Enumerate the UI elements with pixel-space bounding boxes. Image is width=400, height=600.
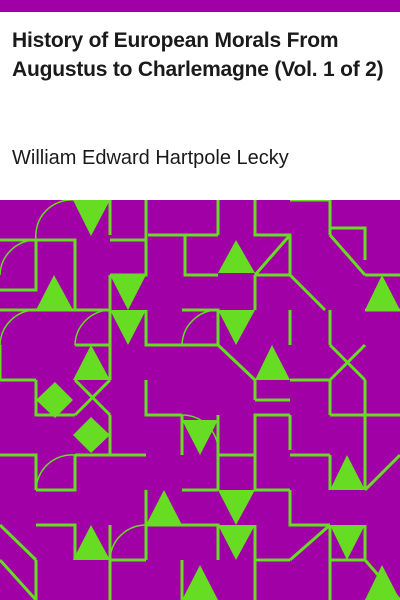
cover-pattern <box>0 200 400 600</box>
top-color-band <box>0 0 400 12</box>
book-title: History of European Morals From Augustus… <box>12 29 384 81</box>
cover-pattern-svg <box>0 200 400 600</box>
book-author: William Edward Hartpole Lecky <box>12 147 289 169</box>
title-block: History of European Morals From Augustus… <box>0 12 400 200</box>
